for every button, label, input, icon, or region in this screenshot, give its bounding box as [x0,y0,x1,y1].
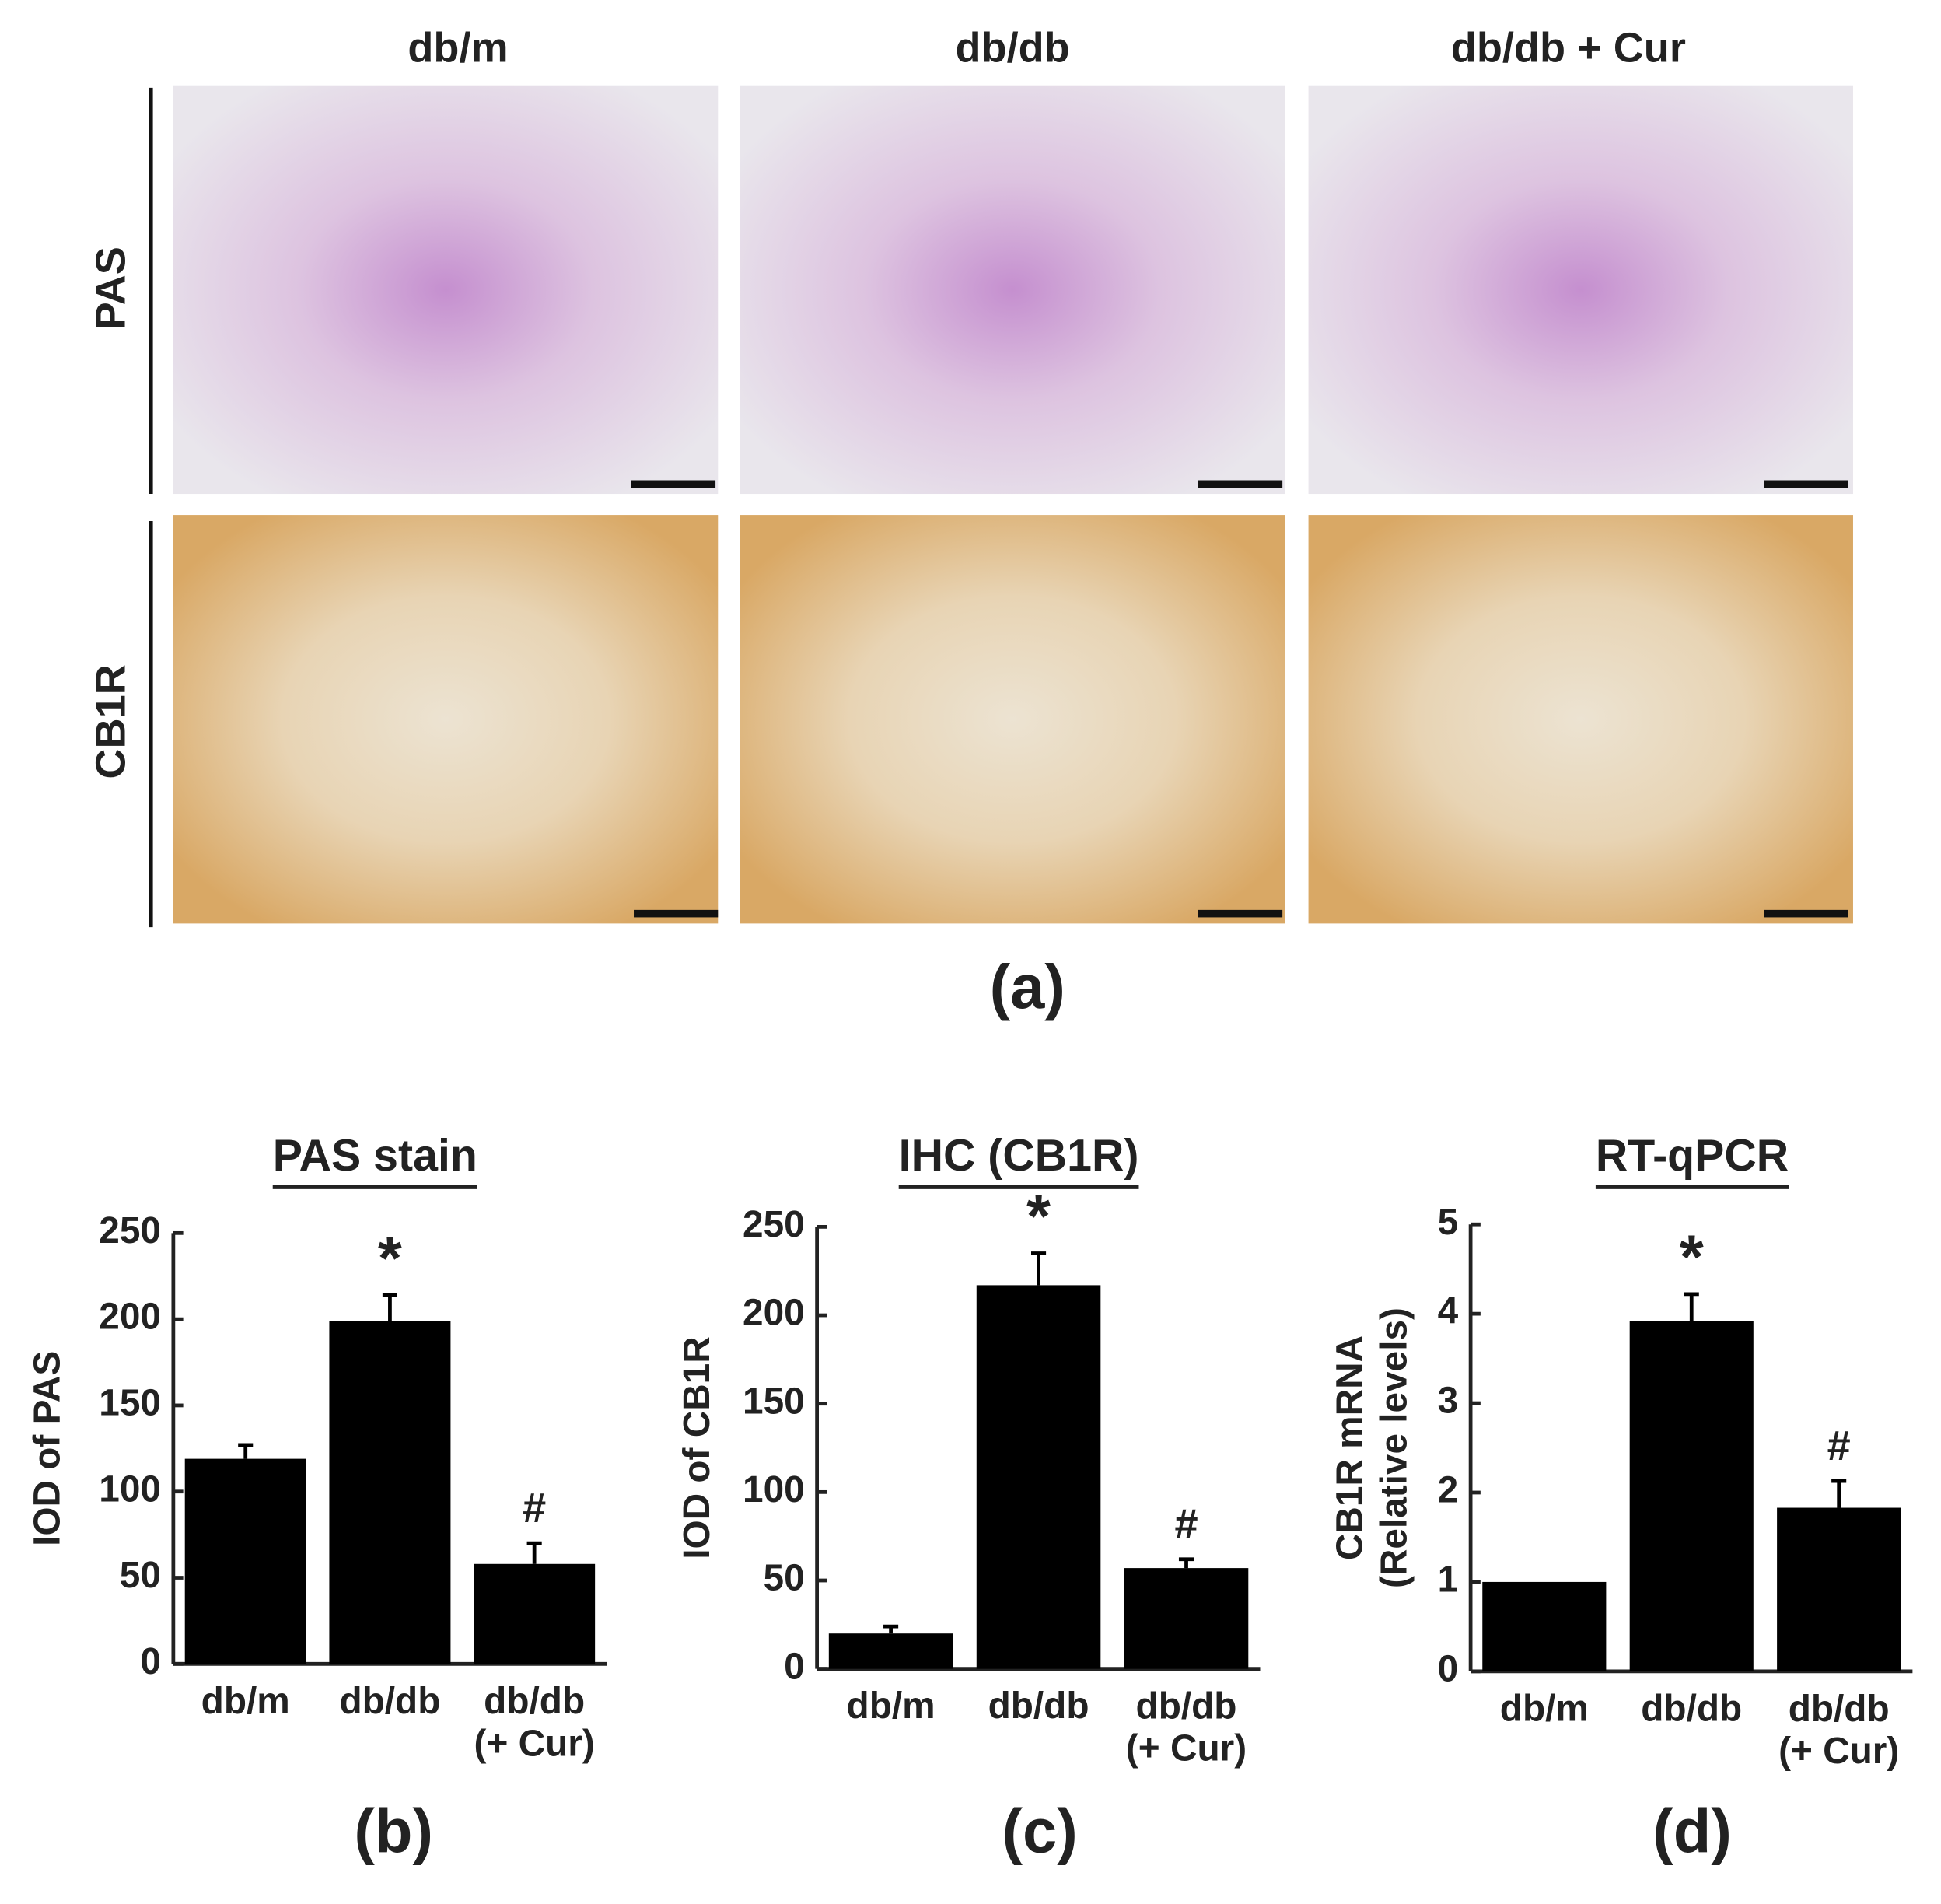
scale-bar [631,480,716,488]
y-tick-label: 0 [784,1646,805,1687]
chart-title: PAS stain [273,1131,477,1181]
column-label: db/m [407,24,508,71]
x-tick-label: db/db [988,1685,1089,1727]
chart-title: RT-qPCR [1596,1131,1789,1181]
micrograph [740,515,1285,924]
significance-mark: * [1026,1181,1051,1251]
text-line: (+ Cur) [474,1723,595,1764]
text-line: (Relative levels) [1373,1307,1415,1588]
row-label: CB1R [88,664,135,779]
y-tick-label: 2 [1438,1470,1459,1511]
y-tick-label: 1 [1438,1559,1459,1601]
column-label: db/db + Cur [1451,24,1686,71]
micrograph [173,85,719,495]
x-tick-label: db/db (+ Cur) [1126,1685,1247,1769]
y-tick-label: 3 [1438,1381,1459,1422]
text-line: (+ Cur) [1126,1727,1247,1769]
y-tick-label: 4 [1438,1291,1459,1332]
y-axis-label: IOD of CB1R [677,1336,718,1559]
chart-title: IHC (CB1R) [899,1131,1139,1181]
y-tick-label: 200 [99,1297,161,1338]
y-tick-label: 0 [1438,1648,1459,1689]
text-line: (+ Cur) [1778,1731,1899,1772]
y-axis-label: IOD of PAS [26,1351,68,1546]
scale-bar [1198,480,1283,488]
micrograph [1308,85,1853,495]
bar [329,1321,451,1664]
y-tick-label: 5 [1438,1202,1459,1243]
x-tick-label: db/db (+ Cur) [1778,1688,1899,1771]
micrograph [173,515,719,924]
bar [828,1633,953,1669]
micrograph [1308,515,1853,924]
y-tick-label: 250 [99,1210,161,1251]
bar [474,1563,596,1664]
scale-bar [634,909,719,918]
panel-label: (c) [1002,1797,1078,1866]
row-label: PAS [88,247,135,330]
x-tick-label: db/db [1641,1688,1742,1729]
y-tick-label: 50 [764,1558,805,1599]
panel-label: (a) [990,952,1065,1021]
micrographs [149,85,1853,928]
significance-mark: * [378,1223,402,1293]
y-axis-label: CB1R mRNA (Relative levels) [1329,1307,1415,1588]
bar [184,1458,306,1664]
text-line: db/db [1789,1688,1890,1729]
panel-label: (b) [354,1797,433,1866]
x-tick-label: db/m [201,1681,290,1722]
significance-mark: * [1680,1222,1704,1291]
y-tick-label: 200 [743,1293,805,1334]
y-tick-label: 50 [120,1555,161,1596]
x-tick-label: db/m [1500,1688,1589,1729]
micrograph [740,85,1285,495]
x-tick-label: db/db [339,1681,440,1722]
significance-mark: # [1827,1423,1851,1469]
text-line: db/db [1136,1685,1237,1727]
panel-label: (d) [1652,1797,1732,1866]
bar [976,1285,1101,1669]
y-tick-label: 150 [743,1381,805,1422]
y-tick-label: 250 [743,1204,805,1245]
bar [1482,1581,1607,1671]
bar [1777,1507,1901,1671]
y-tick-label: 100 [743,1469,805,1510]
column-label: db/db [955,24,1069,71]
bar [1124,1568,1249,1669]
y-tick-label: 150 [99,1383,161,1424]
y-tick-label: 100 [99,1468,161,1510]
text-line: CB1R mRNA [1329,1335,1370,1560]
scale-bar [1764,909,1848,918]
text-line: db/db [484,1681,585,1722]
scale-bar [1198,909,1283,918]
x-tick-label: db/db (+ Cur) [474,1681,595,1764]
y-tick-label: 0 [140,1641,161,1682]
bar [1629,1321,1754,1671]
x-tick-label: db/m [847,1685,936,1727]
significance-mark: # [1174,1501,1198,1548]
scale-bar [1764,480,1848,488]
significance-mark: # [523,1485,546,1531]
